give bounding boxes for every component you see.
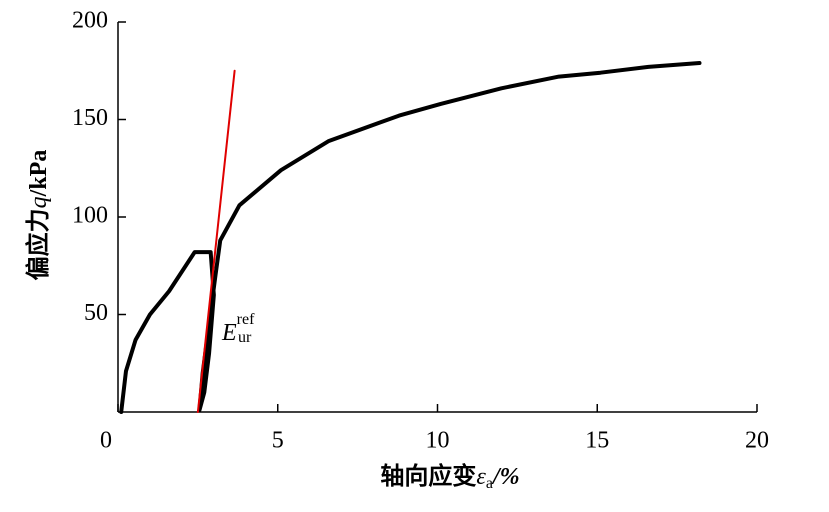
data-line [119,60,702,414]
x-tick-label: 10 [426,428,450,454]
data-line [196,69,236,413]
y-tick-label: 150 [72,105,108,131]
y-label-symbol: q [26,196,52,208]
x-label-symbol: ε [476,464,486,490]
y-tick-label: 200 [72,8,108,34]
x-tick-label: 15 [585,428,609,454]
annotation: Eref ur [221,311,255,346]
y-tick-label: 50 [84,300,108,326]
annotation-symbol: E [221,320,237,346]
y-tick-label: 100 [72,203,108,229]
annotation-subscript: ur [238,329,252,346]
y-label-unit: /kPa [26,150,52,198]
y-label-text: 偏应力 [24,208,52,280]
x-tick-label: 0 [100,428,112,454]
x-tick-label: 5 [272,428,284,454]
x-label-subscript: a [486,475,493,492]
x-label-unit: /% [491,464,520,490]
x-axis-label: 轴向应变εa/% [380,462,519,492]
annotation-superscript: ref [237,311,255,328]
x-label-text: 轴向应变 [380,462,476,490]
x-tick-label: 20 [745,428,769,454]
y-axis-label: 偏应力q/kPa [24,150,52,281]
